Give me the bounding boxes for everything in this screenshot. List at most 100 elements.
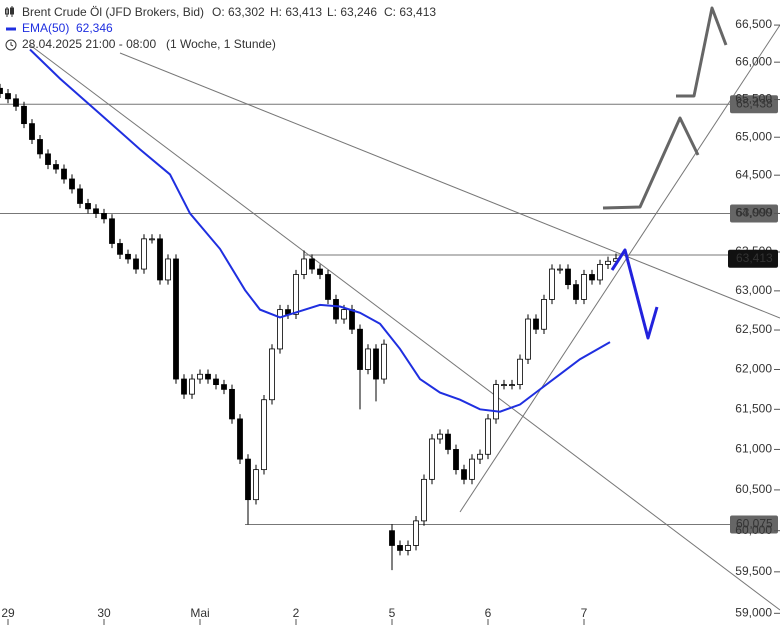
candle-body xyxy=(69,178,75,190)
candle-body xyxy=(429,438,435,480)
candle-body xyxy=(517,358,523,385)
candle-body xyxy=(165,258,171,281)
level-box xyxy=(730,204,778,223)
candle-body xyxy=(525,318,531,360)
x-tick-label: 2 xyxy=(293,606,300,620)
candle-body xyxy=(349,309,355,330)
y-tick-label: 60,000 xyxy=(735,523,772,537)
candle-body xyxy=(117,243,123,255)
candle-body xyxy=(317,268,323,275)
y-tick-label: 59,500 xyxy=(735,564,772,578)
candle-body xyxy=(53,164,59,170)
x-tick-label: 7 xyxy=(581,606,588,620)
y-tick-label: 64,500 xyxy=(735,167,772,181)
trend-line xyxy=(459,24,780,513)
trend-line xyxy=(29,44,780,611)
candle-body xyxy=(541,299,547,330)
candle-body xyxy=(341,309,347,320)
candle-body xyxy=(77,188,83,204)
clock-icon xyxy=(5,39,17,51)
candle-body xyxy=(181,378,187,395)
candle-body xyxy=(93,208,99,214)
candle-body xyxy=(581,274,587,300)
candle-body xyxy=(453,449,459,471)
y-tick-label: 61,500 xyxy=(735,401,772,415)
candle-body xyxy=(333,299,339,320)
candle-body xyxy=(157,238,163,281)
candle-body xyxy=(261,399,267,471)
ema-line xyxy=(29,48,611,413)
candle-body xyxy=(413,520,419,546)
candle-body xyxy=(605,260,611,265)
candle-body xyxy=(205,373,211,380)
y-tick-label: 64,000 xyxy=(735,206,772,220)
y-tick-label: 59,000 xyxy=(735,605,772,619)
period: 28.04.2025 21:00 - 08:00 xyxy=(22,37,156,51)
ohlc-open: O: 63,302 xyxy=(212,5,265,19)
last-price-label: 63,413 xyxy=(736,251,773,265)
candle-body xyxy=(221,384,227,390)
y-tick-label: 66,500 xyxy=(735,17,772,31)
candle-body xyxy=(85,203,91,210)
candle-body xyxy=(589,274,595,281)
candle-body xyxy=(461,469,467,480)
ema-legend: EMA(50) xyxy=(22,21,69,35)
x-tick-label: 30 xyxy=(97,606,111,620)
candle-body xyxy=(421,478,427,522)
level-label: 63,999 xyxy=(736,206,773,220)
trend-line xyxy=(119,52,780,319)
candle-body xyxy=(21,105,27,125)
drawings xyxy=(29,24,780,611)
ohlc-low: L: 63,246 xyxy=(327,5,377,19)
last-price-box xyxy=(728,249,778,268)
candle-body xyxy=(245,458,251,501)
forecast-path xyxy=(676,6,728,98)
candle-body xyxy=(485,418,491,455)
y-tick-label: 62,000 xyxy=(735,362,772,376)
candle-icon xyxy=(5,6,14,17)
candle-body xyxy=(37,139,43,155)
level-label: 65,438 xyxy=(736,96,773,110)
y-tick-label: 65,000 xyxy=(735,129,772,143)
ema-value: 62,346 xyxy=(76,21,113,35)
candle-body xyxy=(277,309,283,350)
candle-body xyxy=(109,218,115,244)
candle-body xyxy=(477,453,483,460)
candle-body xyxy=(45,153,51,165)
candle-body xyxy=(509,384,515,386)
candle-body xyxy=(5,93,11,100)
level-box xyxy=(730,515,778,534)
candle-body xyxy=(365,348,371,370)
candle-body xyxy=(141,238,147,270)
y-tick-label: 65,500 xyxy=(735,92,772,106)
candle-body xyxy=(309,258,315,270)
candles xyxy=(0,48,619,571)
candle-body xyxy=(61,168,67,180)
x-tick-label: Mai xyxy=(190,606,209,620)
level-label: 60,075 xyxy=(736,517,773,531)
candle-body xyxy=(197,373,203,380)
candle-body xyxy=(13,98,19,107)
candle-body xyxy=(101,213,107,220)
candle-body xyxy=(125,253,131,260)
x-tick-label: 29 xyxy=(1,606,15,620)
candle-body xyxy=(389,530,395,546)
candle-body xyxy=(253,469,259,501)
instrument: Brent Crude Öl (JFD Brokers, Bid) xyxy=(22,5,204,19)
candle-body xyxy=(573,284,579,300)
candle-body xyxy=(373,348,379,380)
candle-body xyxy=(229,388,235,420)
candle-body xyxy=(469,458,475,480)
candle-body xyxy=(405,545,411,551)
candle-body xyxy=(501,384,507,386)
candle-body xyxy=(189,378,195,395)
axis: 59,000 59,500 60,000 60,500 61,000 61,500 62,0… xyxy=(1,17,780,625)
level-box xyxy=(730,95,778,114)
forecast-arrow xyxy=(610,248,659,340)
candle-body xyxy=(437,433,443,440)
x-tick-label: 5 xyxy=(389,606,396,620)
y-tick-label: 63,000 xyxy=(735,283,772,297)
candle-body xyxy=(0,87,3,94)
x-tick-label: 6 xyxy=(485,606,492,620)
